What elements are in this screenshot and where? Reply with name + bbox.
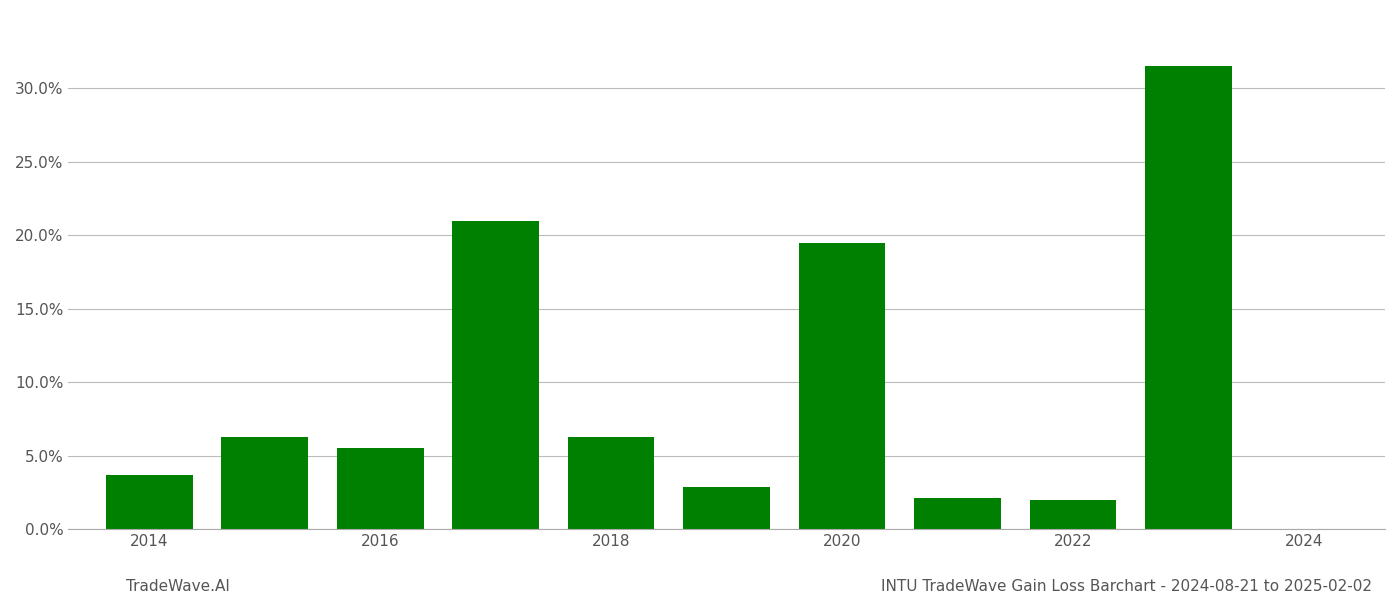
Bar — [914, 498, 1001, 529]
Text: TradeWave.AI: TradeWave.AI — [126, 579, 230, 594]
Bar — [683, 487, 770, 529]
Bar — [106, 475, 193, 529]
Bar — [1030, 500, 1116, 529]
Bar — [1145, 67, 1232, 529]
Bar — [221, 437, 308, 529]
Bar — [452, 221, 539, 529]
Bar — [337, 448, 424, 529]
Bar — [799, 242, 885, 529]
Text: INTU TradeWave Gain Loss Barchart - 2024-08-21 to 2025-02-02: INTU TradeWave Gain Loss Barchart - 2024… — [881, 579, 1372, 594]
Bar — [568, 437, 654, 529]
